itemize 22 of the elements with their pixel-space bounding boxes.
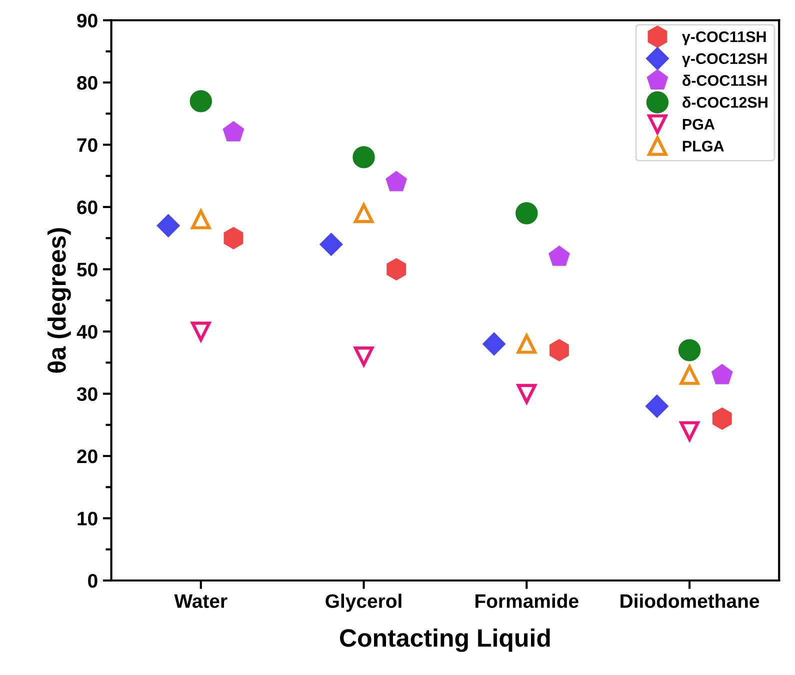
y-tick-label: 90 (77, 14, 98, 28)
y-tick-label: 40 (76, 324, 98, 339)
legend-label: PGA (682, 118, 715, 130)
legend-label: γ-COC11SH (682, 31, 766, 46)
y-tick-label: 10 (78, 512, 98, 526)
y-tick-label: 80 (77, 76, 98, 90)
x-tick-label: Water (174, 594, 228, 608)
legend-label: γ-COC12SH (682, 53, 767, 68)
x-tick-label: Diiodomethane (620, 594, 760, 608)
y-tick-label: 30 (76, 387, 98, 402)
x-tick-label: Formamide (476, 594, 578, 608)
y-tick-label: 0 (88, 574, 98, 588)
y-tick-label: 60 (77, 200, 98, 214)
legend-label: δ-COC12SH (682, 96, 768, 108)
x-axis-title: Contacting Liquid (340, 628, 550, 652)
x-tick-label: Glycerol (326, 594, 402, 612)
legend-label: δ-COC11SH (682, 74, 767, 86)
legend-label: PLGA (682, 140, 724, 152)
y-tick-label: 70 (77, 138, 98, 152)
y-tick-label: 50 (77, 262, 98, 276)
y-axis-title: θa (degrees) (48, 228, 71, 373)
y-tick-label: 20 (77, 449, 98, 464)
